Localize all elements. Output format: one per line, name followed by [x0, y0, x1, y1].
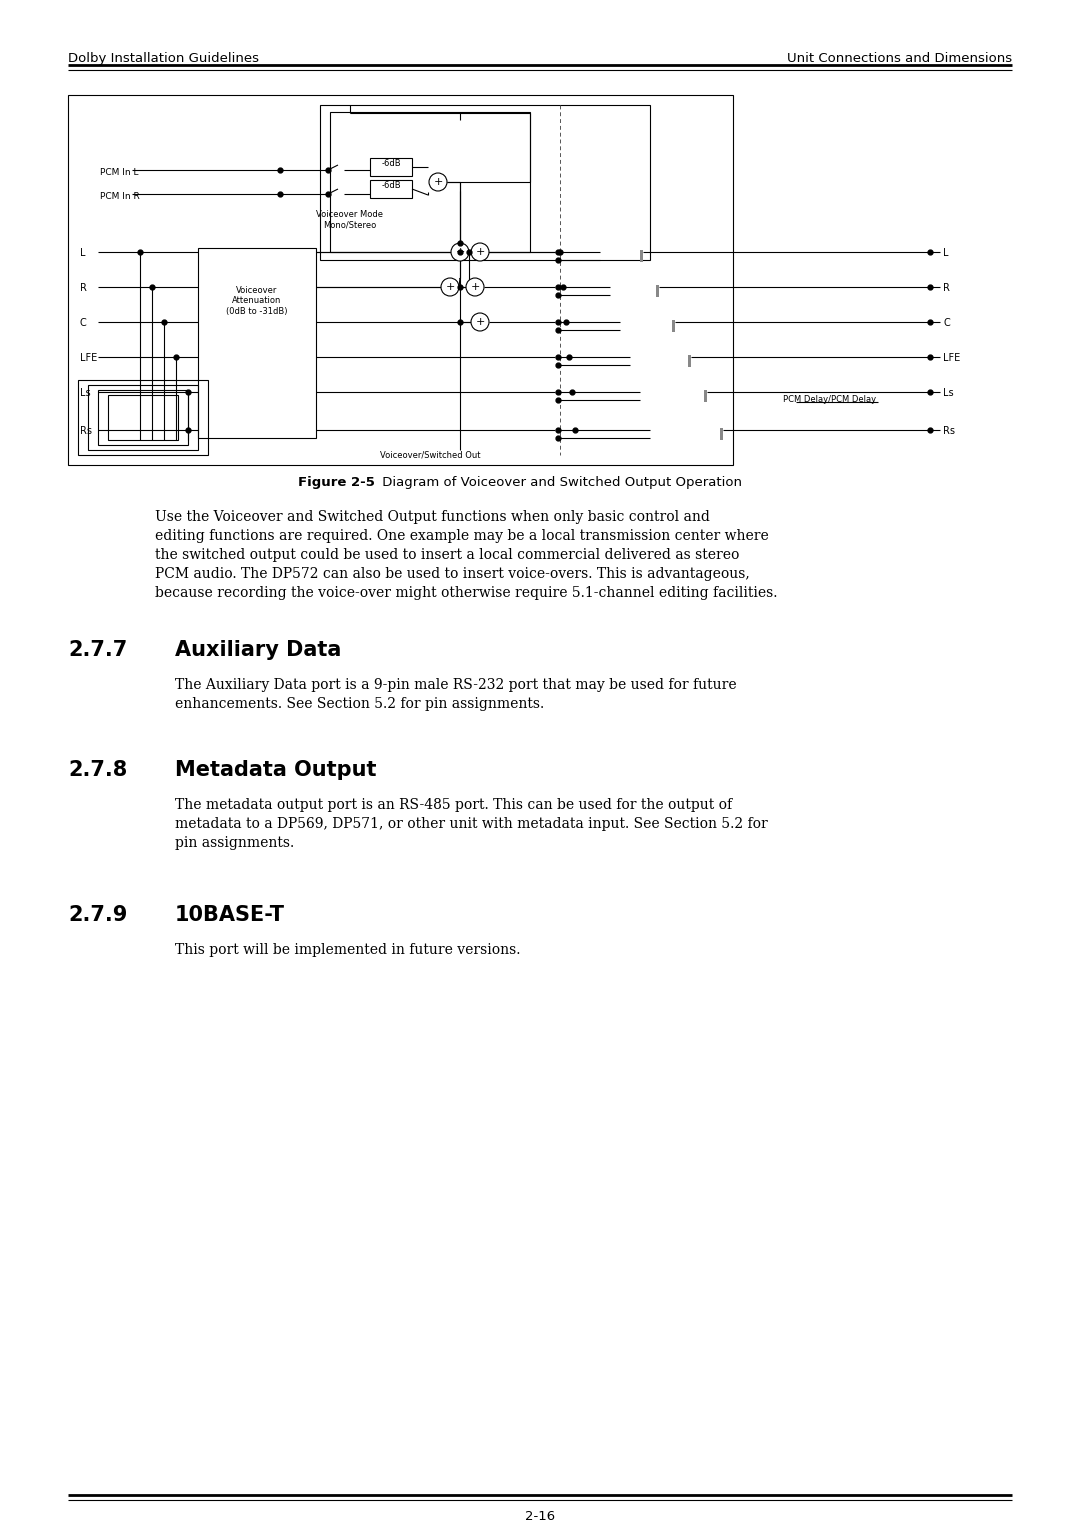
- Text: 2.7.8: 2.7.8: [68, 759, 127, 779]
- Text: +: +: [445, 283, 455, 292]
- Text: +: +: [475, 316, 485, 327]
- Text: Rs: Rs: [943, 426, 955, 435]
- Text: R: R: [80, 283, 86, 293]
- Circle shape: [465, 278, 484, 296]
- Text: 2-16: 2-16: [525, 1510, 555, 1523]
- Bar: [320, 105, 650, 260]
- Bar: [672, 319, 675, 332]
- Text: 2.7.9: 2.7.9: [68, 905, 127, 924]
- Text: C: C: [943, 318, 949, 329]
- Text: PCM In R: PCM In R: [100, 193, 139, 202]
- Bar: [704, 390, 707, 402]
- Text: metadata to a DP569, DP571, or other unit with metadata input. See Section 5.2 f: metadata to a DP569, DP571, or other uni…: [175, 817, 768, 831]
- Text: LFE: LFE: [80, 353, 97, 364]
- Text: because recording the voice-over might otherwise require 5.1-channel editing fac: because recording the voice-over might o…: [156, 587, 778, 601]
- Text: Voiceover Mode
Mono/Stereo: Voiceover Mode Mono/Stereo: [316, 209, 383, 229]
- Bar: [640, 251, 643, 261]
- Text: pin assignments.: pin assignments.: [175, 836, 294, 850]
- Text: Unit Connections and Dimensions: Unit Connections and Dimensions: [787, 52, 1012, 66]
- Text: the switched output could be used to insert a local commercial delivered as ster: the switched output could be used to ins…: [156, 549, 740, 562]
- Bar: [78, 380, 208, 455]
- Text: Diagram of Voiceover and Switched Output Operation: Diagram of Voiceover and Switched Output…: [378, 477, 742, 489]
- Circle shape: [451, 243, 469, 261]
- Bar: [688, 354, 691, 367]
- Text: -6dB: -6dB: [381, 180, 401, 189]
- Text: R: R: [943, 283, 950, 293]
- Text: Figure 2-5: Figure 2-5: [298, 477, 375, 489]
- Text: C: C: [80, 318, 86, 329]
- Circle shape: [471, 243, 489, 261]
- Text: LFE: LFE: [943, 353, 960, 364]
- Text: 10BASE-T: 10BASE-T: [175, 905, 285, 924]
- Text: +: +: [433, 177, 443, 186]
- Text: L: L: [943, 248, 948, 258]
- Bar: [198, 248, 316, 439]
- Text: Rs: Rs: [80, 426, 92, 435]
- Text: Use the Voiceover and Switched Output functions when only basic control and: Use the Voiceover and Switched Output fu…: [156, 510, 710, 524]
- Text: +: +: [470, 283, 480, 292]
- Text: enhancements. See Section 5.2 for pin assignments.: enhancements. See Section 5.2 for pin as…: [175, 697, 544, 711]
- Text: L: L: [80, 248, 85, 258]
- Circle shape: [471, 313, 489, 332]
- Text: PCM Delay/PCM Delay: PCM Delay/PCM Delay: [783, 396, 877, 403]
- Text: Dolby Installation Guidelines: Dolby Installation Guidelines: [68, 52, 259, 66]
- Text: +: +: [475, 248, 485, 257]
- Circle shape: [441, 278, 459, 296]
- Text: PCM In L: PCM In L: [100, 168, 138, 177]
- Text: The Auxiliary Data port is a 9-pin male RS-232 port that may be used for future: The Auxiliary Data port is a 9-pin male …: [175, 678, 737, 692]
- Text: Auxiliary Data: Auxiliary Data: [175, 640, 341, 660]
- Bar: [720, 428, 723, 440]
- Text: Metadata Output: Metadata Output: [175, 759, 377, 779]
- Text: The metadata output port is an RS-485 port. This can be used for the output of: The metadata output port is an RS-485 po…: [175, 798, 732, 811]
- Text: +: +: [456, 248, 464, 257]
- Bar: [98, 390, 188, 445]
- Text: Voiceover/Switched Out: Voiceover/Switched Out: [380, 451, 481, 458]
- Bar: [370, 180, 411, 199]
- Text: Voiceover
Attenuation
(0dB to -31dB): Voiceover Attenuation (0dB to -31dB): [226, 286, 287, 316]
- Bar: [108, 396, 178, 440]
- Bar: [370, 157, 411, 176]
- Text: -6dB: -6dB: [381, 159, 401, 168]
- Text: This port will be implemented in future versions.: This port will be implemented in future …: [175, 943, 521, 957]
- Bar: [330, 112, 530, 252]
- Text: Ls: Ls: [80, 388, 91, 397]
- Text: Ls: Ls: [943, 388, 954, 397]
- Text: PCM audio. The DP572 can also be used to insert voice-overs. This is advantageou: PCM audio. The DP572 can also be used to…: [156, 567, 750, 581]
- Bar: [87, 385, 198, 451]
- Bar: [68, 95, 733, 465]
- Bar: [656, 286, 659, 296]
- Text: 2.7.7: 2.7.7: [68, 640, 127, 660]
- Circle shape: [429, 173, 447, 191]
- Text: editing functions are required. One example may be a local transmission center w: editing functions are required. One exam…: [156, 529, 769, 542]
